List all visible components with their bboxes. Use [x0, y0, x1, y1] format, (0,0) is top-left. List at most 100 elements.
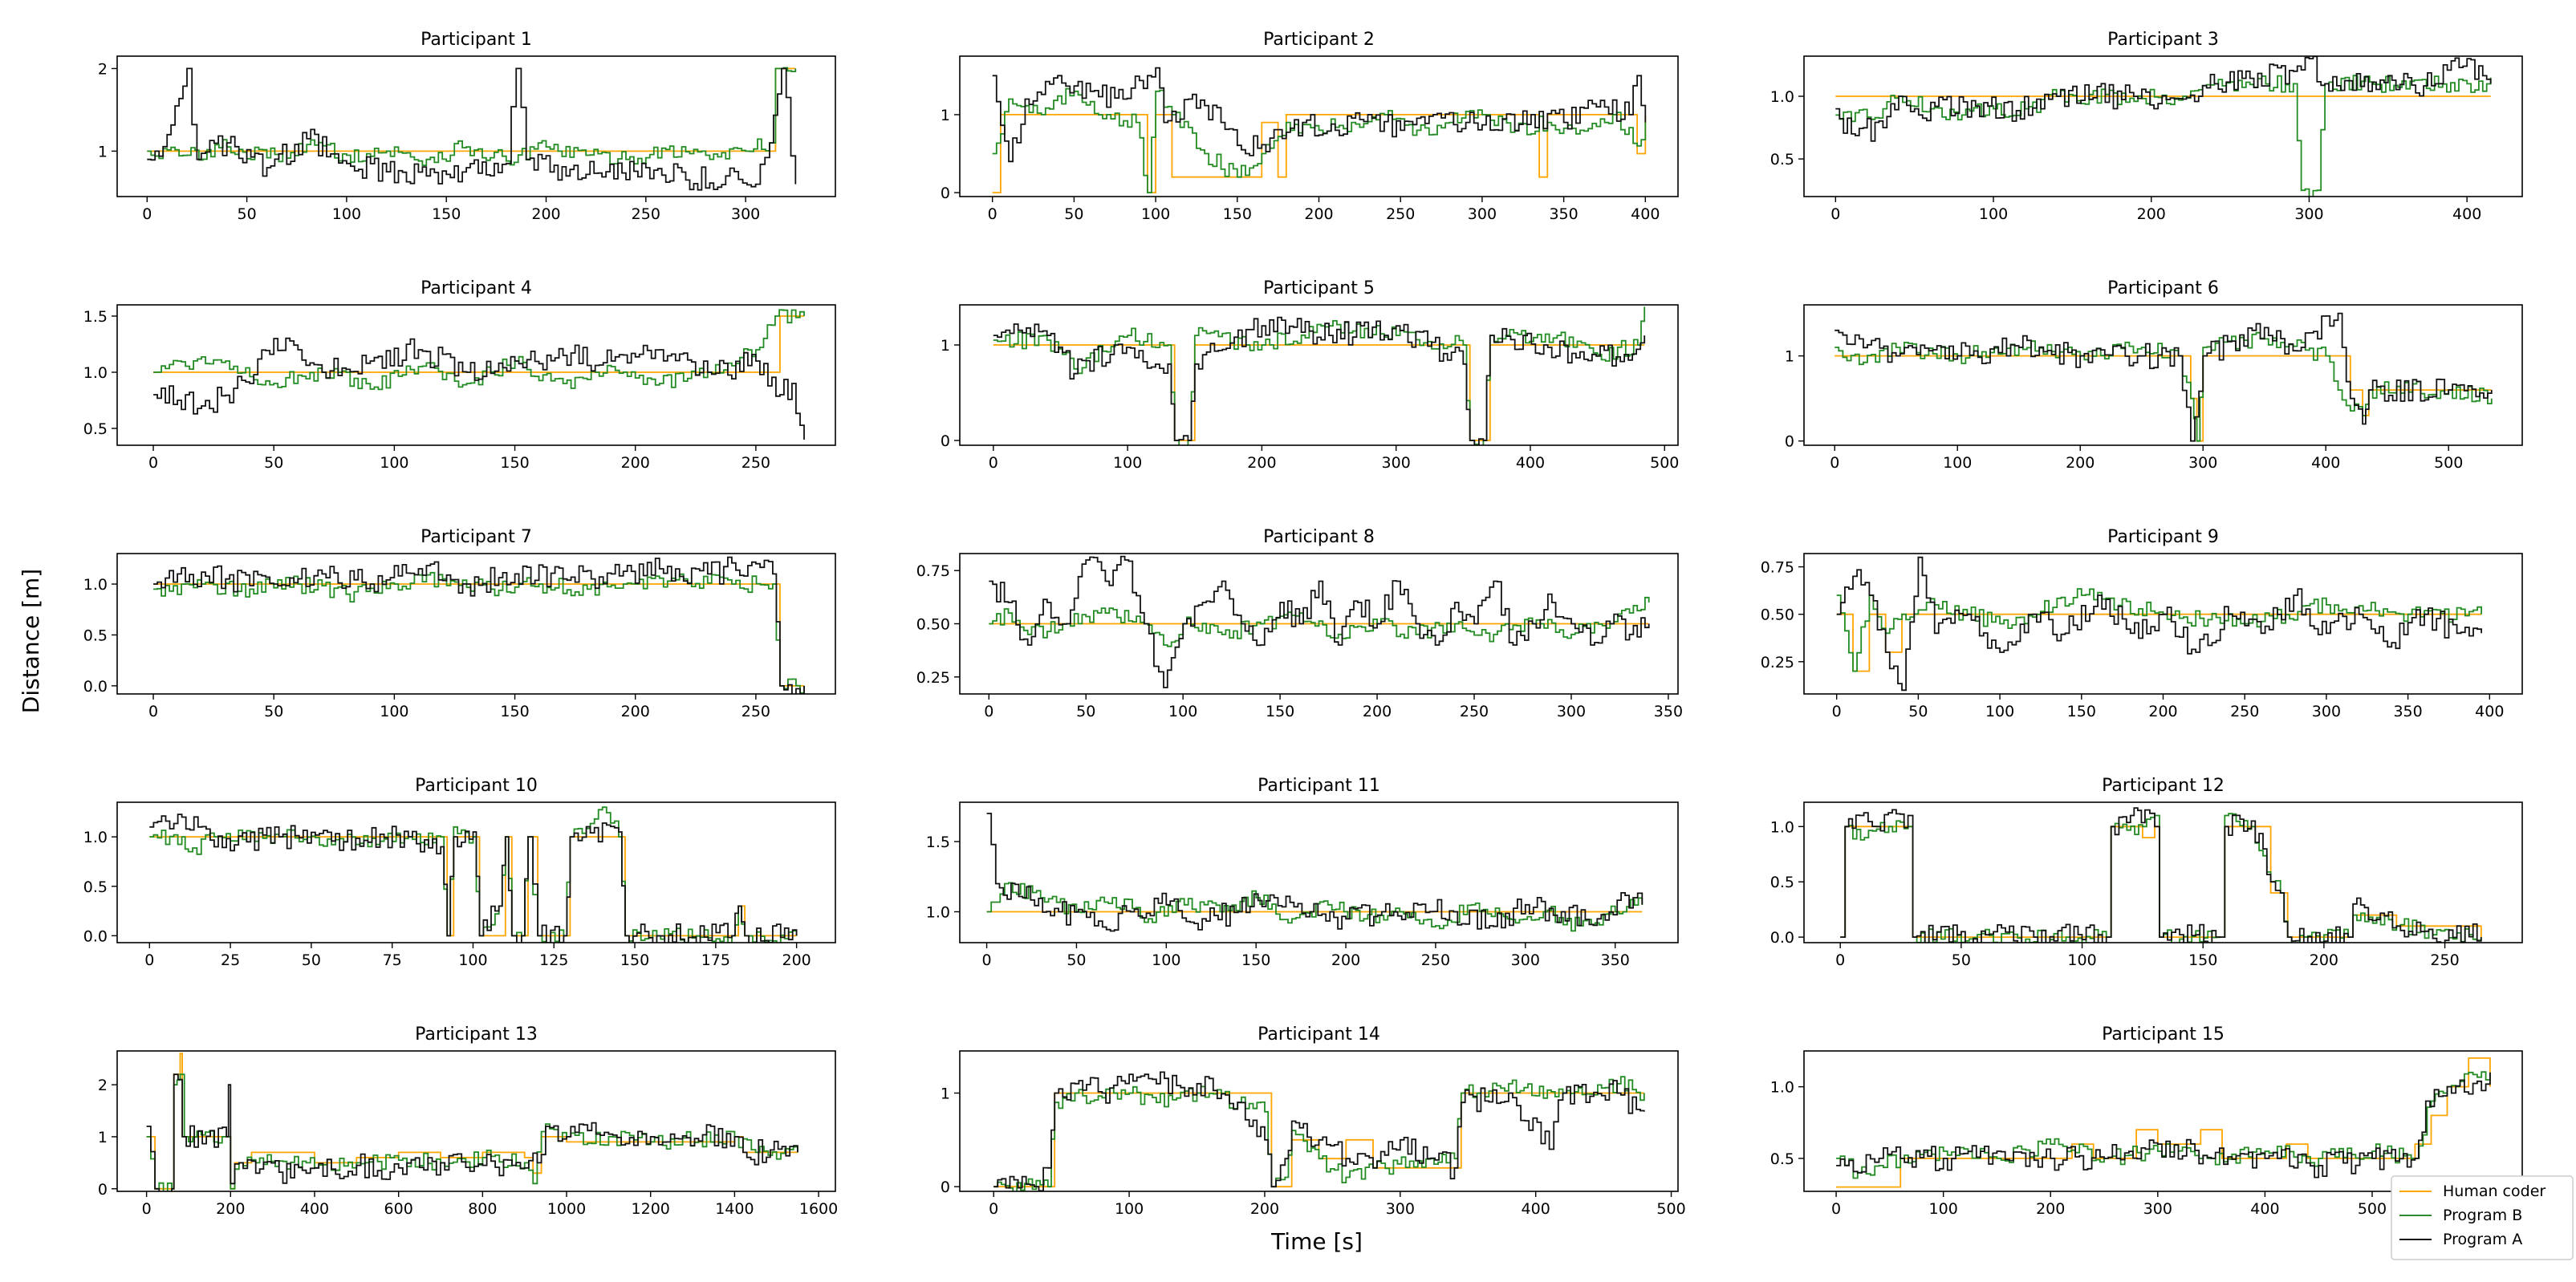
- x-tick-label: 0: [982, 951, 992, 969]
- axes-frame: [959, 801, 1679, 943]
- x-tick-label: 300: [2188, 454, 2217, 472]
- x-tick-label: 0: [989, 454, 998, 472]
- x-tick-label: 100: [1113, 454, 1142, 472]
- x-tick-label: 100: [332, 205, 361, 223]
- x-tick-label: 300: [2312, 703, 2341, 720]
- legend-label-program-b: Program B: [2443, 1207, 2522, 1224]
- x-tick-label: 300: [731, 205, 760, 223]
- y-tick-label: 0: [941, 1179, 950, 1196]
- subplot-title: Participant 3: [2107, 30, 2219, 50]
- x-tick-label: 400: [1522, 1200, 1550, 1218]
- x-tick-label: 500: [2358, 1200, 2387, 1218]
- x-tick-label: 100: [1115, 1200, 1144, 1218]
- series-line-program-a: [1840, 807, 2482, 943]
- legend-frame: [2391, 1175, 2574, 1260]
- x-tick-label: 200: [621, 703, 650, 720]
- x-tick-label: 250: [742, 703, 770, 720]
- subplot-title: Participant 2: [1263, 30, 1375, 50]
- x-tick-label: 200: [1250, 1200, 1279, 1218]
- plot-area: [1840, 807, 2482, 943]
- x-tick-label: 800: [468, 1200, 497, 1218]
- x-tick-label: 300: [2294, 205, 2323, 223]
- plot-area: [153, 309, 805, 440]
- plot-area: [993, 1071, 1645, 1191]
- subplot-title: Participant 11: [1258, 776, 1380, 796]
- x-tick-label: 350: [1654, 703, 1683, 720]
- x-tick-label: 0: [144, 951, 154, 969]
- x-axis-label: Time [s]: [1270, 1228, 1363, 1255]
- series-line-human-coder: [153, 315, 804, 373]
- subplot-title: Participant 5: [1263, 278, 1375, 298]
- x-tick-label: 100: [458, 951, 487, 969]
- x-tick-label: 50: [1064, 205, 1083, 223]
- subplot-participant-8: Participant 8 0 50 100 150 200 250 300 350 0.25 0.…: [916, 527, 1683, 720]
- subplot-participant-1: Participant 1 0 50 100 150 200 250 300 1 2: [98, 30, 836, 223]
- y-tick-label: 0.5: [83, 627, 108, 644]
- subplot-participant-15: Participant 15 0 100 200 300 400 500 0.5 1.0: [1770, 1024, 2523, 1218]
- series-line-program-a: [993, 316, 1646, 445]
- plot-area: [1836, 556, 2482, 692]
- plot-area: [1836, 1057, 2491, 1188]
- x-tick-label: 400: [2452, 205, 2481, 223]
- x-tick-label: 125: [539, 951, 568, 969]
- plot-area: [1835, 56, 2492, 197]
- axes-frame: [959, 1050, 1679, 1192]
- axes-frame: [116, 553, 836, 695]
- series-line-program-b: [1836, 1071, 2491, 1179]
- series-line-program-b: [153, 309, 805, 391]
- y-tick-label: 1.0: [1770, 818, 1794, 836]
- x-tick-label: 200: [621, 454, 650, 472]
- y-tick-label: 0.5: [83, 878, 108, 896]
- y-tick-label: 1.0: [1770, 88, 1794, 106]
- axes-frame: [116, 304, 836, 446]
- y-tick-label: 2: [98, 1077, 108, 1094]
- x-tick-label: 100: [1141, 205, 1170, 223]
- y-tick-label: 0.5: [1770, 874, 1794, 891]
- y-tick-label: 1: [941, 1085, 950, 1103]
- x-tick-label: 400: [1631, 205, 1660, 223]
- x-tick-label: 0: [989, 1200, 998, 1218]
- subplot-title: Participant 1: [421, 30, 532, 50]
- series-line-program-a: [147, 67, 797, 191]
- x-tick-label: 100: [1929, 1200, 1958, 1218]
- x-tick-label: 150: [500, 703, 529, 720]
- x-tick-label: 200: [531, 205, 560, 223]
- x-tick-label: 400: [2311, 454, 2340, 472]
- subplot-title: Participant 6: [2107, 278, 2219, 298]
- y-tick-label: 0: [941, 432, 950, 450]
- series-line-program-b: [1836, 588, 2482, 672]
- y-tick-label: 0.0: [83, 678, 108, 696]
- subplot-title: Participant 15: [2102, 1024, 2225, 1045]
- y-tick-label: 1: [941, 107, 950, 124]
- subplot-participant-12: Participant 12 0 50 100 150 200 250 0.0 0.5 1.0: [1770, 776, 2523, 969]
- x-tick-label: 0: [148, 454, 158, 472]
- series-line-program-a: [1836, 556, 2482, 692]
- x-tick-label: 0: [142, 205, 152, 223]
- x-tick-label: 350: [1549, 205, 1578, 223]
- subplot-title: Participant 12: [2102, 776, 2225, 796]
- plot-area: [147, 67, 797, 191]
- x-tick-label: 50: [264, 454, 283, 472]
- series-line-human-coder: [147, 67, 796, 152]
- series-line-program-a: [1836, 1072, 2491, 1179]
- x-tick-label: 400: [300, 1200, 329, 1218]
- y-axis-label: Distance [m]: [18, 569, 44, 713]
- plot-area: [986, 813, 1644, 932]
- y-tick-label: 1.0: [1770, 1079, 1794, 1097]
- series-line-program-b: [147, 67, 797, 166]
- y-tick-label: 0.25: [1761, 654, 1794, 671]
- x-tick-label: 300: [1386, 1200, 1415, 1218]
- x-tick-label: 150: [1266, 703, 1294, 720]
- y-tick-label: 1.0: [83, 829, 108, 846]
- series-line-program-b: [992, 87, 1647, 193]
- y-tick-label: 0: [941, 185, 950, 202]
- x-tick-label: 0: [142, 1200, 152, 1218]
- x-tick-label: 100: [1979, 205, 2008, 223]
- axes-frame: [116, 55, 836, 197]
- y-tick-label: 1: [941, 337, 950, 355]
- x-tick-label: 200: [2066, 454, 2095, 472]
- subplot-participant-4: Participant 4 0 50 100 150 200 250 0.5 1.0 1.5: [83, 278, 836, 472]
- series-line-program-b: [989, 596, 1650, 647]
- x-tick-label: 50: [1067, 951, 1086, 969]
- x-tick-label: 500: [1656, 1200, 1685, 1218]
